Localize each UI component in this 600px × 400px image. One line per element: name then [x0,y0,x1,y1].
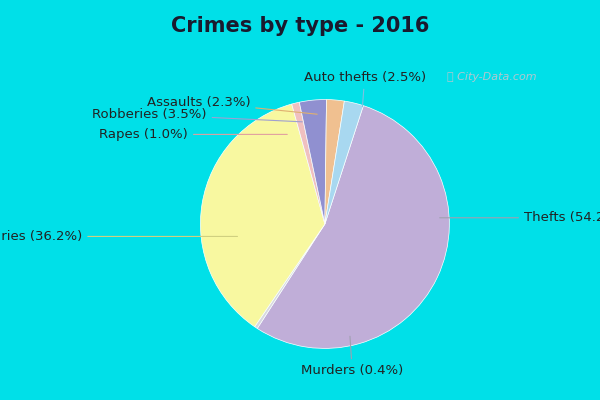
Text: Burglaries (36.2%): Burglaries (36.2%) [0,230,238,243]
Text: ⓘ City-Data.com: ⓘ City-Data.com [447,72,536,82]
Wedge shape [325,100,344,224]
Text: Thefts (54.2%): Thefts (54.2%) [440,211,600,224]
Wedge shape [257,106,449,348]
Text: Murders (0.4%): Murders (0.4%) [301,336,403,377]
Wedge shape [299,100,326,224]
Wedge shape [254,224,325,328]
Text: Robberies (3.5%): Robberies (3.5%) [92,108,302,122]
Text: Rapes (1.0%): Rapes (1.0%) [99,128,287,141]
Text: Assaults (2.3%): Assaults (2.3%) [146,96,317,114]
Wedge shape [292,102,325,224]
Wedge shape [200,104,325,327]
Wedge shape [325,101,364,224]
Text: Crimes by type - 2016: Crimes by type - 2016 [171,16,429,36]
Text: Auto thefts (2.5%): Auto thefts (2.5%) [304,71,426,107]
